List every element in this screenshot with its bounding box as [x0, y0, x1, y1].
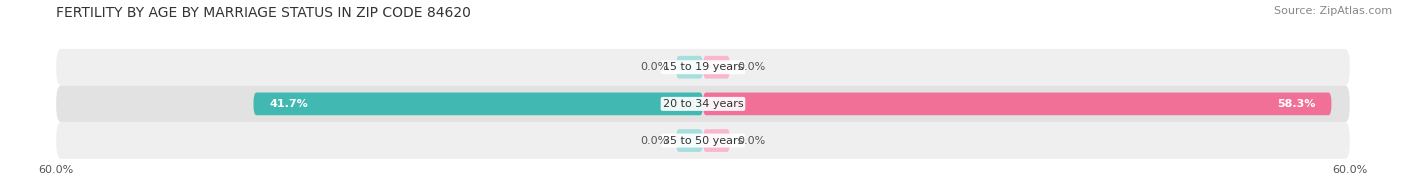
FancyBboxPatch shape	[56, 49, 1350, 85]
Text: 15 to 19 years: 15 to 19 years	[662, 62, 744, 72]
FancyBboxPatch shape	[676, 129, 703, 152]
Text: 58.3%: 58.3%	[1277, 99, 1315, 109]
FancyBboxPatch shape	[253, 93, 703, 115]
Text: 0.0%: 0.0%	[640, 62, 668, 72]
FancyBboxPatch shape	[676, 56, 703, 79]
Text: 0.0%: 0.0%	[738, 136, 766, 146]
Text: 0.0%: 0.0%	[640, 136, 668, 146]
Text: FERTILITY BY AGE BY MARRIAGE STATUS IN ZIP CODE 84620: FERTILITY BY AGE BY MARRIAGE STATUS IN Z…	[56, 6, 471, 20]
FancyBboxPatch shape	[56, 85, 1350, 122]
FancyBboxPatch shape	[703, 56, 730, 79]
Text: Source: ZipAtlas.com: Source: ZipAtlas.com	[1274, 6, 1392, 16]
FancyBboxPatch shape	[56, 122, 1350, 159]
FancyBboxPatch shape	[703, 129, 730, 152]
Text: 20 to 34 years: 20 to 34 years	[662, 99, 744, 109]
Text: 35 to 50 years: 35 to 50 years	[662, 136, 744, 146]
Text: 0.0%: 0.0%	[738, 62, 766, 72]
Text: 41.7%: 41.7%	[270, 99, 308, 109]
FancyBboxPatch shape	[703, 93, 1331, 115]
